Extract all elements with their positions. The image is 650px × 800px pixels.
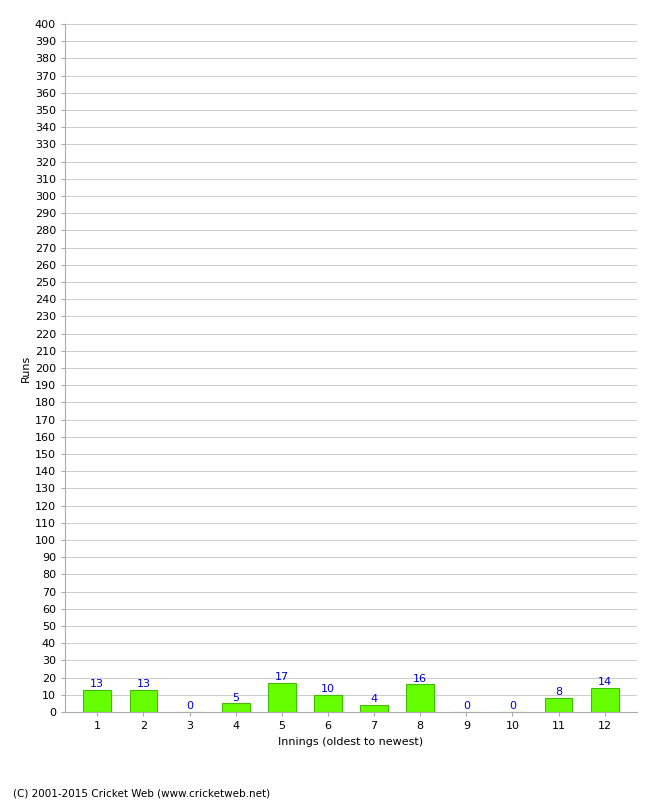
Text: 4: 4 [370, 694, 378, 704]
Bar [591, 688, 619, 712]
Text: 16: 16 [413, 674, 427, 684]
Text: (C) 2001-2015 Cricket Web (www.cricketweb.net): (C) 2001-2015 Cricket Web (www.cricketwe… [13, 788, 270, 798]
Text: 0: 0 [509, 701, 516, 711]
Bar [360, 705, 388, 712]
Bar [314, 694, 342, 712]
Bar [268, 682, 296, 712]
Text: 10: 10 [321, 684, 335, 694]
Text: 0: 0 [463, 701, 470, 711]
Bar [83, 690, 111, 712]
Text: 13: 13 [136, 678, 150, 689]
Bar [406, 685, 434, 712]
X-axis label: Innings (oldest to newest): Innings (oldest to newest) [278, 737, 424, 746]
Text: 13: 13 [90, 678, 104, 689]
Text: 8: 8 [555, 687, 562, 698]
Bar [129, 690, 157, 712]
Text: 14: 14 [597, 677, 612, 687]
Text: 5: 5 [232, 693, 239, 702]
Text: 0: 0 [186, 701, 193, 711]
Bar [545, 698, 573, 712]
Y-axis label: Runs: Runs [21, 354, 31, 382]
Bar [222, 703, 250, 712]
Text: 17: 17 [275, 672, 289, 682]
